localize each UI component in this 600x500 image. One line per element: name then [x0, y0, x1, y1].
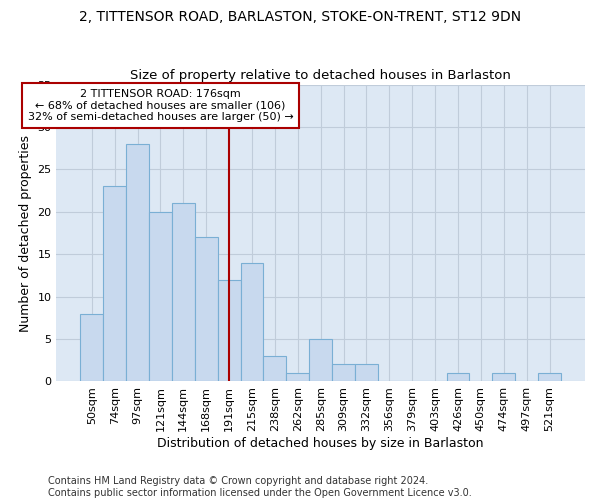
Bar: [493, 373, 515, 382]
Text: 2, TITTENSOR ROAD, BARLASTON, STOKE-ON-TRENT, ST12 9DN: 2, TITTENSOR ROAD, BARLASTON, STOKE-ON-T…: [79, 10, 521, 24]
Bar: [309, 339, 332, 382]
Bar: [218, 280, 241, 382]
Y-axis label: Number of detached properties: Number of detached properties: [19, 134, 32, 332]
Text: Contains HM Land Registry data © Crown copyright and database right 2024.
Contai: Contains HM Land Registry data © Crown c…: [48, 476, 472, 498]
Bar: [80, 314, 103, 382]
Bar: [286, 373, 309, 382]
Bar: [263, 356, 286, 382]
Bar: [538, 373, 561, 382]
Bar: [355, 364, 378, 382]
Bar: [172, 204, 195, 382]
Bar: [332, 364, 355, 382]
Bar: [103, 186, 126, 382]
Bar: [126, 144, 149, 382]
Bar: [446, 373, 469, 382]
Bar: [195, 237, 218, 382]
Text: 2 TITTENSOR ROAD: 176sqm
← 68% of detached houses are smaller (106)
32% of semi-: 2 TITTENSOR ROAD: 176sqm ← 68% of detach…: [28, 89, 293, 122]
Bar: [241, 262, 263, 382]
X-axis label: Distribution of detached houses by size in Barlaston: Distribution of detached houses by size …: [157, 437, 484, 450]
Bar: [149, 212, 172, 382]
Title: Size of property relative to detached houses in Barlaston: Size of property relative to detached ho…: [130, 69, 511, 82]
